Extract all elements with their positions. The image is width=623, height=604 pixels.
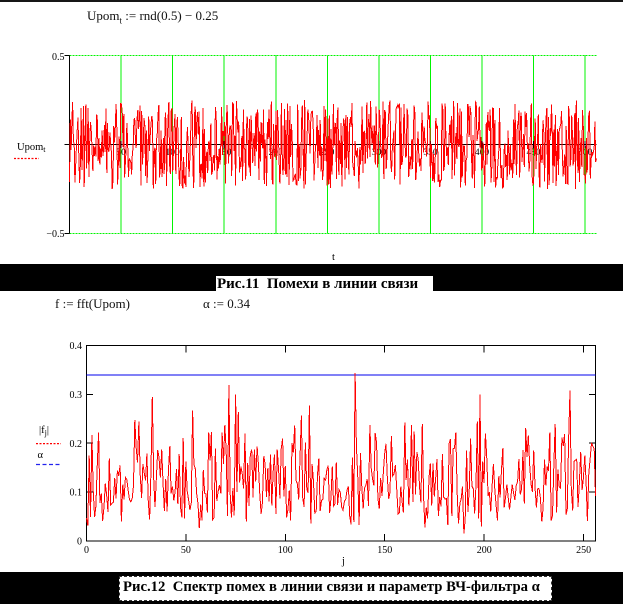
svg-text:400: 400 — [475, 148, 490, 158]
svg-text:300: 300 — [372, 148, 387, 158]
svg-text:0.2: 0.2 — [70, 439, 83, 450]
svg-text:450: 450 — [526, 148, 541, 158]
svg-text:0.5: 0.5 — [52, 52, 65, 63]
svg-text:0: 0 — [77, 537, 82, 548]
svg-text:50: 50 — [181, 545, 191, 556]
svg-text:0.4: 0.4 — [70, 341, 83, 352]
svg-text:200: 200 — [269, 148, 284, 158]
svg-text:t: t — [332, 252, 335, 263]
svg-text:150: 150 — [377, 545, 392, 556]
svg-text:−0.5: −0.5 — [46, 229, 64, 240]
svg-text:200: 200 — [477, 545, 492, 556]
svg-text:|fj|: |fj| — [39, 425, 49, 438]
svg-text:250: 250 — [576, 545, 591, 556]
svg-text:150: 150 — [217, 148, 232, 158]
svg-text:100: 100 — [278, 545, 293, 556]
svg-text:0: 0 — [84, 545, 89, 556]
svg-text:Upomt: Upomt — [17, 142, 46, 154]
svg-text:0.1: 0.1 — [70, 488, 83, 499]
svg-text:500: 500 — [578, 148, 593, 158]
svg-text:0.3: 0.3 — [70, 390, 83, 401]
svg-text:50: 50 — [116, 148, 126, 158]
svg-text:j: j — [341, 556, 345, 567]
svg-text:α: α — [38, 450, 44, 461]
